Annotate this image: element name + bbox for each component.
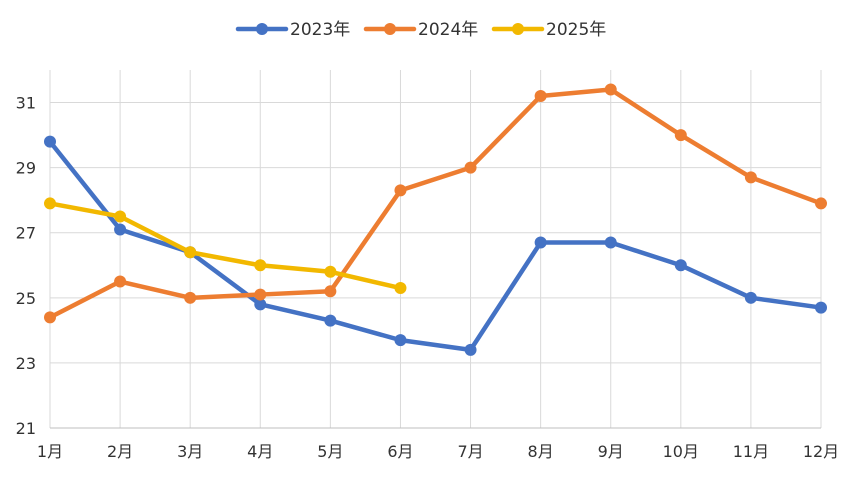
x-tick-label: 6月 — [387, 442, 413, 461]
data-point — [674, 129, 687, 142]
data-point — [324, 314, 337, 327]
series-2023年 — [44, 135, 827, 356]
series-line — [47, 87, 824, 320]
data-point — [114, 223, 127, 236]
grid — [49, 70, 822, 429]
series-line — [47, 139, 824, 353]
x-tick-label: 9月 — [598, 442, 624, 461]
axes: 21 23 25 27 29 31 1月 2月 3月 4月 5月 6月 7月 8月 9月 10月 11月 12月 — [16, 94, 840, 461]
data-point — [674, 259, 687, 272]
data-point — [604, 236, 617, 249]
data-point — [324, 265, 337, 278]
y-tick-label: 29 — [16, 159, 36, 178]
legend-item: 2024年 — [363, 20, 478, 40]
x-tick-label: 10月 — [663, 442, 699, 461]
data-point — [44, 135, 56, 148]
data-point — [324, 285, 337, 298]
series-2025年 — [44, 197, 407, 295]
y-tick-label: 31 — [16, 94, 36, 113]
data-point — [114, 275, 127, 288]
x-tick-label: 5月 — [317, 442, 343, 461]
data-point — [744, 171, 757, 184]
data-point — [44, 311, 56, 324]
y-tick-label: 25 — [16, 289, 36, 308]
x-tick-label: 7月 — [457, 442, 483, 461]
data-point — [815, 301, 827, 314]
data-point — [815, 197, 827, 210]
data-point — [604, 83, 617, 96]
y-tick-label: 27 — [16, 224, 36, 243]
data-point — [394, 282, 407, 295]
x-tick-label: 3月 — [177, 442, 203, 461]
legend-item: 2023年 — [235, 20, 350, 40]
data-point — [464, 343, 477, 356]
legend-swatch-marker — [256, 23, 268, 35]
data-point — [534, 90, 547, 103]
legend-item: 2025年 — [491, 20, 606, 40]
y-tick-label: 23 — [16, 354, 36, 373]
series-2024年 — [44, 83, 827, 324]
data-point — [114, 210, 127, 223]
x-tick-label: 11月 — [733, 442, 769, 461]
x-tick-label: 12月 — [803, 442, 839, 461]
y-tick-label: 21 — [16, 419, 36, 438]
data-point — [254, 298, 267, 311]
series-line — [47, 201, 403, 291]
legend-label: 2025年 — [546, 20, 606, 40]
legend-swatch-marker — [512, 23, 524, 35]
legend-label: 2023年 — [290, 20, 350, 40]
legend: 2023年 2024年 2025年 — [235, 20, 606, 40]
x-tick-label: 4月 — [247, 442, 273, 461]
data-point — [254, 288, 267, 301]
data-point — [464, 161, 477, 174]
data-point — [44, 197, 56, 210]
legend-label: 2024年 — [418, 20, 478, 40]
data-point — [184, 291, 197, 304]
x-tick-label: 8月 — [528, 442, 554, 461]
data-point — [744, 291, 757, 304]
data-point — [534, 236, 547, 249]
x-tick-label: 1月 — [37, 442, 63, 461]
x-tick-label: 2月 — [107, 442, 133, 461]
data-point — [184, 246, 197, 259]
data-point — [394, 184, 407, 197]
data-point — [394, 334, 407, 347]
legend-swatch-marker — [384, 23, 396, 35]
data-point — [254, 259, 267, 272]
series-group — [44, 83, 827, 356]
